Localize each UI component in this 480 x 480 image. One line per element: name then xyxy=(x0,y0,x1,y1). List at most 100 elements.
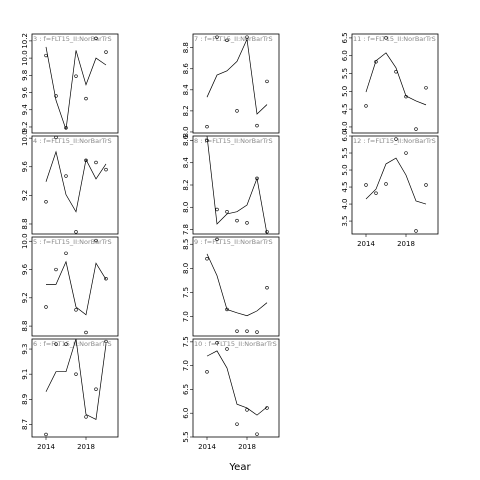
data-point xyxy=(404,151,408,155)
x-tick-label: 2018 xyxy=(397,240,415,248)
y-tick-label: 6.5 xyxy=(341,32,349,43)
data-point xyxy=(74,372,78,376)
data-point xyxy=(215,341,219,345)
panel-strip: 7 : f=FLT15_II:NorBarTrS xyxy=(194,35,273,43)
y-tick-label: 6.0 xyxy=(341,50,349,61)
y-tick-label: 7.5 xyxy=(182,336,190,347)
panel: 9 : f=FLT15_II:NorBarTrS 7.0 7.5 8.0 8.5 xyxy=(182,236,280,337)
data-point xyxy=(84,96,88,101)
data-point xyxy=(215,207,219,212)
data-point xyxy=(54,94,58,98)
y-tick-label: 9.2 xyxy=(21,121,29,132)
panel: 7 : f=FLT15_II:NorBarTrS 8.0 8.2 8.4 8.6 8.8 xyxy=(182,33,280,138)
panel: 11 : f=FLT15_II:NorBarTrS 4.0 4.5 5.0 5.5 6.0… xyxy=(341,32,439,134)
y-tick-label: 9.6 xyxy=(21,263,29,275)
fit-line xyxy=(46,260,107,316)
data-point xyxy=(414,127,418,131)
data-point xyxy=(94,36,98,41)
y-tick-label: 3.5 xyxy=(341,215,349,226)
data-point xyxy=(205,257,209,261)
data-point xyxy=(245,221,249,225)
panel: 5 : f=FLT15_II:NorBarTrS 8.8 9.2 9.6 10.0 xyxy=(21,233,119,337)
y-tick-label: 10.0 xyxy=(21,50,29,66)
y-tick-label: 9.8 xyxy=(21,70,29,81)
data-point xyxy=(235,218,239,223)
fit-line xyxy=(365,52,427,106)
data-point xyxy=(225,347,229,351)
panel-strip: 10 : f=FLT15_II:NorBarTrS xyxy=(194,340,277,348)
data-point xyxy=(235,109,239,113)
y-tick-label: 5.5 xyxy=(341,68,349,79)
y-tick-label: 8.0 xyxy=(182,126,190,137)
fit-line xyxy=(45,339,107,420)
y-tick-label: 7.8 xyxy=(182,224,190,235)
y-tick-label: 4.5 xyxy=(341,104,349,115)
data-point xyxy=(74,230,78,234)
panel-frame xyxy=(192,338,280,438)
data-point xyxy=(265,79,269,84)
y-tick-label: 4.0 xyxy=(341,198,349,209)
y-tick-label: 6.5 xyxy=(182,384,190,395)
y-tick-label: 8.8 xyxy=(21,218,29,229)
y-tick-label: 5.0 xyxy=(341,86,349,97)
y-tick-label: 8.8 xyxy=(182,42,190,53)
panel: 4 : f=FLT15_II:NorBarTrS 8.8 9.2 9.6 10.0 xyxy=(21,130,119,235)
y-tick-label: 8.6 xyxy=(182,134,190,146)
data-point xyxy=(74,74,78,78)
panel-strip: 8 : f=FLT15_II:NorBarTrS xyxy=(194,137,273,145)
fit-line xyxy=(45,150,107,213)
panel: 3 : f=FLT15_II:NorBarTrS 9.2 9.4 9.6 9.8 10.0… xyxy=(21,33,119,134)
data-point xyxy=(104,339,108,344)
y-tick-label: 5.5 xyxy=(341,147,349,158)
x-axis-label: Year xyxy=(228,462,251,473)
x-tick-label: 2014 xyxy=(357,240,375,248)
data-point xyxy=(245,408,249,412)
panel-frame xyxy=(31,135,119,235)
data-point xyxy=(265,286,269,290)
panel-frame xyxy=(31,338,119,438)
panel-frame xyxy=(351,33,439,134)
data-point xyxy=(374,191,378,195)
y-tick-label: 8.5 xyxy=(182,239,190,250)
data-point xyxy=(255,123,259,128)
y-tick-label: 9.6 xyxy=(21,86,29,98)
panel-strip: 5 : f=FLT15_II:NorBarTrS xyxy=(33,238,112,246)
data-point xyxy=(94,160,98,165)
x-tick-label: 2018 xyxy=(238,443,256,451)
y-tick-label: 7.5 xyxy=(182,287,190,298)
data-point xyxy=(205,370,209,374)
fit-line xyxy=(45,46,107,130)
y-tick-label: 9.1 xyxy=(21,369,29,380)
data-point xyxy=(414,229,418,233)
panel-frame xyxy=(31,33,119,134)
fit-line xyxy=(206,350,268,416)
data-point xyxy=(364,104,368,108)
data-point xyxy=(255,432,259,436)
y-tick-label: 8.2 xyxy=(182,105,190,116)
panel: 10 : f=FLT15_II:NorBarTrS 5.5 6.0 6.5 7.0 7.5… xyxy=(182,336,280,451)
data-point xyxy=(364,183,368,187)
data-point xyxy=(424,86,428,90)
panel-frame xyxy=(192,33,280,134)
data-point xyxy=(394,137,398,141)
y-tick-label: 10.0 xyxy=(21,130,29,146)
y-tick-label: 9.3 xyxy=(21,343,29,354)
panel-strip: 11 : f=FLT15_II:NorBarTrS xyxy=(353,35,436,43)
data-point xyxy=(104,277,108,281)
data-point xyxy=(205,124,209,129)
data-point xyxy=(384,182,388,186)
data-point xyxy=(84,415,88,419)
data-point xyxy=(235,422,239,426)
fit-line xyxy=(206,253,268,317)
data-point xyxy=(215,237,219,242)
y-tick-label: 10.0 xyxy=(21,233,29,249)
data-point xyxy=(64,251,68,255)
data-point xyxy=(225,210,229,214)
y-tick-label: 9.2 xyxy=(21,292,29,303)
panel: 8 : f=FLT15_II:NorBarTrS 7.8 8.0 8.2 8.4 8.6 xyxy=(182,134,280,235)
panel-frame xyxy=(351,135,439,235)
y-tick-label: 4.5 xyxy=(341,181,349,192)
panel-frame xyxy=(192,236,280,337)
data-point xyxy=(215,35,219,39)
data-point xyxy=(44,53,48,58)
